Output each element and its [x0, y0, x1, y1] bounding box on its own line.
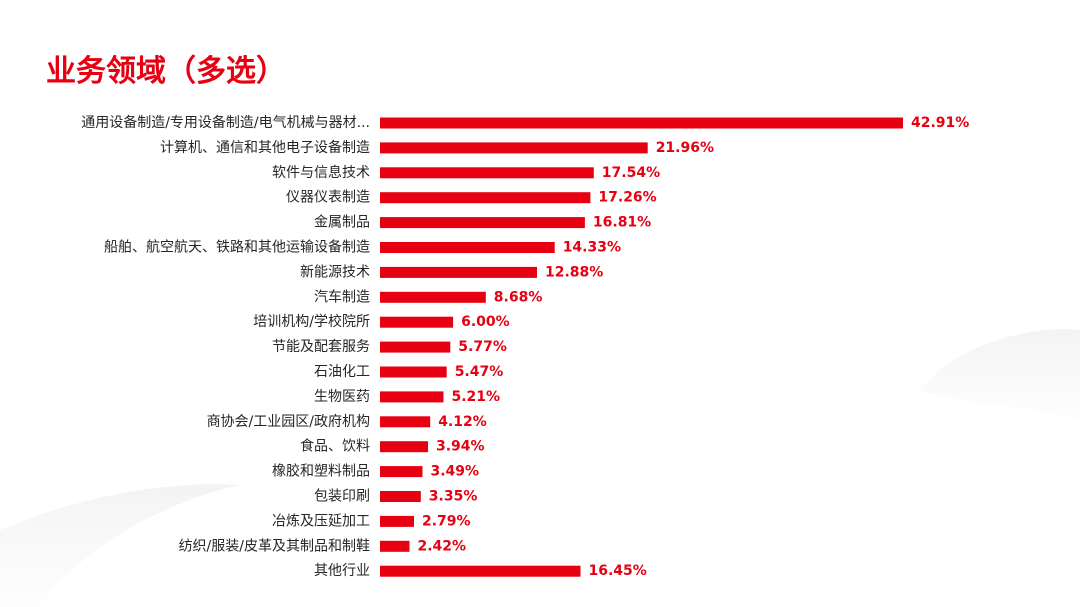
- bar: [380, 565, 581, 577]
- value-label: 5.47%: [455, 364, 504, 380]
- category-label: 商协会/工业园区/政府机构: [207, 414, 370, 430]
- value-label: 3.94%: [436, 439, 485, 455]
- value-label: 16.45%: [589, 563, 647, 579]
- bar: [380, 217, 585, 229]
- category-label: 金属制品: [314, 215, 370, 231]
- bar: [380, 142, 648, 154]
- bar: [380, 491, 421, 502]
- category-label: 通用设备制造/专用设备制造/电气机械与器材...: [81, 114, 370, 131]
- value-label: 4.12%: [438, 414, 487, 430]
- value-label: 3.49%: [431, 464, 480, 480]
- category-label: 纺织/服装/皮革及其制品和制鞋: [179, 538, 370, 554]
- category-label: 橡胶和塑料制品: [272, 463, 370, 480]
- category-label: 生物医药: [314, 389, 370, 405]
- value-label: 3.35%: [429, 489, 478, 505]
- bar: [380, 316, 454, 328]
- bar: [380, 242, 555, 253]
- category-label: 新能源技术: [300, 264, 370, 280]
- value-label: 17.26%: [598, 190, 656, 206]
- value-label: 17.54%: [602, 165, 660, 181]
- bar: [380, 466, 423, 478]
- category-label: 汽车制造: [314, 288, 370, 305]
- category-label: 食品、饮料: [300, 438, 370, 455]
- category-label: 其他行业: [314, 563, 370, 579]
- category-label: 节能及配套服务: [272, 339, 370, 355]
- category-label: 石油化工: [314, 364, 370, 380]
- bar: [380, 291, 486, 303]
- category-label: 软件与信息技术: [272, 164, 370, 181]
- category-label: 计算机、通信和其他电子设备制造: [160, 139, 370, 156]
- bar: [380, 341, 451, 353]
- bar: [380, 366, 447, 378]
- value-label: 12.88%: [545, 264, 603, 280]
- category-label: 船舶、航空航天、铁路和其他运输设备制造: [104, 239, 370, 256]
- value-label: 42.91%: [911, 115, 969, 131]
- chart-category-labels: 通用设备制造/专用设备制造/电气机械与器材... 计算机、通信和其他电子设备制造软…: [81, 114, 370, 579]
- value-label: 14.33%: [563, 240, 621, 256]
- chart-bars: [380, 117, 903, 577]
- bar: [380, 515, 414, 527]
- value-label: 16.81%: [593, 215, 651, 231]
- value-label: 2.79%: [422, 513, 471, 529]
- bar: [380, 167, 594, 179]
- bar: [380, 540, 410, 552]
- category-label: 包装印刷: [314, 489, 370, 505]
- value-label: 6.00%: [461, 314, 510, 330]
- bar: [380, 192, 591, 204]
- category-label: 培训机构/学校院所: [253, 313, 370, 330]
- page-title: 业务领域（多选）: [46, 54, 286, 89]
- chart-value-labels: 42.91% 21.96% 17.54% 17.26% 16.81% 14.33% 12.8…: [418, 115, 970, 579]
- category-label: 仪器仪表制造: [286, 190, 370, 206]
- bar: [380, 266, 537, 278]
- bar: [380, 441, 428, 453]
- value-label: 21.96%: [656, 140, 714, 156]
- bar: [380, 391, 444, 403]
- bar: [380, 117, 903, 129]
- value-label: 8.68%: [494, 289, 543, 305]
- value-label: 2.42%: [418, 538, 467, 554]
- category-label: 冶炼及压延加工: [272, 513, 370, 529]
- value-label: 5.77%: [458, 339, 507, 355]
- bar: [380, 416, 431, 428]
- value-label: 5.21%: [452, 389, 501, 405]
